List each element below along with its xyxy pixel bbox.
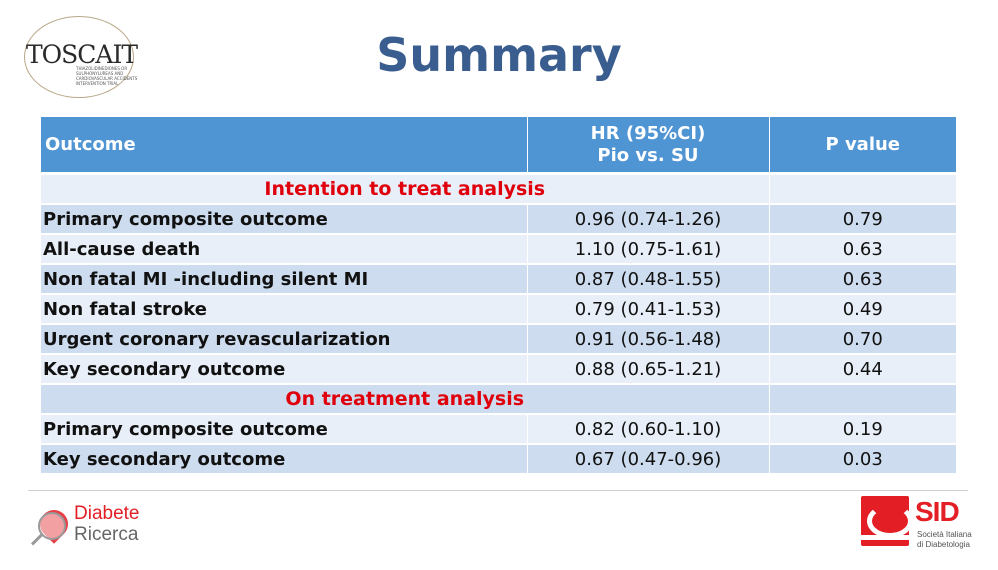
toscait-logo-ring <box>24 16 134 98</box>
table-row: Non fatal MI -including silent MI 0.87 (0… <box>41 264 956 295</box>
slide-title: Summary <box>376 28 622 82</box>
header-hr-line1: HR (95%CI) <box>590 122 706 144</box>
outcome-cell: Non fatal stroke <box>41 294 528 325</box>
section-row: On treatment analysis <box>41 384 956 415</box>
section-empty-cell <box>769 173 956 205</box>
sid-subtitle: Società Italiana di Diabetologia <box>917 530 979 550</box>
hr-cell: 0.87 (0.48-1.55) <box>527 264 770 295</box>
toscait-logo-text: TOSCAIT <box>26 40 138 69</box>
toscait-logo-tagline: THIAZOLIDINEDIONES OR SULPHONYLUREAS AND… <box>76 66 138 86</box>
table-row: Key secondary outcome 0.67 (0.47-0.96) 0.0… <box>41 444 956 475</box>
p-value-cell: 0.70 <box>769 324 956 355</box>
summary-table: Outcome HR (95%CI) Pio vs. SU P value In… <box>41 117 956 475</box>
outcome-cell: Non fatal MI -including silent MI <box>41 264 528 295</box>
diabete-ricerca-logo: Diabete Ricerca <box>30 500 170 556</box>
section-row: Intention to treat analysis <box>41 173 956 205</box>
sid-logo: SID Società Italiana di Diabetologia <box>859 494 979 558</box>
magnifier-handle <box>30 533 44 546</box>
table-row: Key secondary outcome 0.88 (0.65-1.21) 0.4… <box>41 354 956 385</box>
p-value-cell: 0.44 <box>769 354 956 385</box>
table-body: Intention to treat analysis Primary compo… <box>41 173 956 475</box>
diabete-text: Diabete <box>74 503 140 524</box>
p-value-cell: 0.03 <box>769 444 956 475</box>
hr-cell: 0.96 (0.74-1.26) <box>527 204 770 235</box>
header-p-value: P value <box>769 117 956 175</box>
section-label: Intention to treat analysis <box>41 173 770 205</box>
hr-cell: 0.88 (0.65-1.21) <box>527 354 770 385</box>
hr-cell: 0.91 (0.56-1.48) <box>527 324 770 355</box>
sid-subtitle-line1: Società Italiana <box>917 530 972 539</box>
table-header-row: Outcome HR (95%CI) Pio vs. SU P value <box>41 117 956 175</box>
ricerca-text: Ricerca <box>74 524 139 545</box>
sid-emblem-band <box>861 535 909 540</box>
p-value-cell: 0.79 <box>769 204 956 235</box>
hr-cell: 0.82 (0.60-1.10) <box>527 414 770 445</box>
hr-cell: 1.10 (0.75-1.61) <box>527 234 770 265</box>
sid-subtitle-line2: di Diabetologia <box>917 540 970 549</box>
p-value-cell: 0.63 <box>769 234 956 265</box>
header-hr: HR (95%CI) Pio vs. SU <box>527 117 770 175</box>
hr-cell: 0.67 (0.47-0.96) <box>527 444 770 475</box>
table-row: Primary composite outcome 0.82 (0.60-1.10… <box>41 414 956 445</box>
outcome-cell: All-cause death <box>41 234 528 265</box>
toscait-logo: TOSCAIT THIAZOLIDINEDIONES OR SULPHONYLU… <box>22 14 140 100</box>
table-row: Non fatal stroke 0.79 (0.41-1.53) 0.49 <box>41 294 956 325</box>
header-outcome: Outcome <box>41 117 528 175</box>
p-value-cell: 0.19 <box>769 414 956 445</box>
footer-divider <box>28 490 968 491</box>
outcome-cell: Key secondary outcome <box>41 354 528 385</box>
p-value-cell: 0.49 <box>769 294 956 325</box>
sid-emblem-swirl <box>867 504 909 538</box>
table-row: Urgent coronary revascularization 0.91 (0… <box>41 324 956 355</box>
section-label: On treatment analysis <box>41 384 770 415</box>
outcome-cell: Primary composite outcome <box>41 204 528 235</box>
p-value-cell: 0.63 <box>769 264 956 295</box>
table-row: Primary composite outcome 0.96 (0.74-1.26… <box>41 204 956 235</box>
header-hr-line2: Pio vs. SU <box>597 144 699 166</box>
outcome-cell: Urgent coronary revascularization <box>41 324 528 355</box>
outcome-cell: Key secondary outcome <box>41 444 528 475</box>
section-empty-cell <box>769 384 956 415</box>
sid-text: SID <box>915 496 960 527</box>
hr-cell: 0.79 (0.41-1.53) <box>527 294 770 325</box>
outcome-cell: Primary composite outcome <box>41 414 528 445</box>
table-row: All-cause death 1.10 (0.75-1.61) 0.63 <box>41 234 956 265</box>
sid-emblem-icon <box>861 496 909 546</box>
